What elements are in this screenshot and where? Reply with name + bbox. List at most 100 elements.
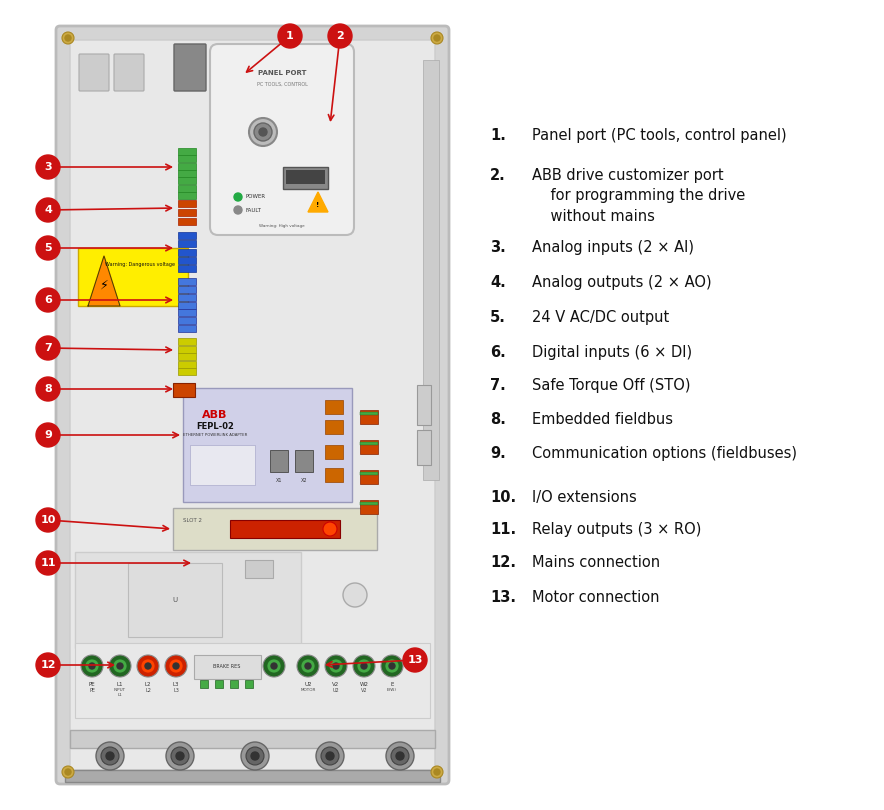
Text: FAULT: FAULT xyxy=(246,207,262,212)
FancyBboxPatch shape xyxy=(194,655,261,679)
Polygon shape xyxy=(88,256,120,306)
FancyBboxPatch shape xyxy=(174,44,206,91)
Text: 24 V AC/DC output: 24 V AC/DC output xyxy=(532,310,669,325)
Text: Analog inputs (2 × AI): Analog inputs (2 × AI) xyxy=(532,240,694,255)
Text: 8: 8 xyxy=(44,384,52,394)
Bar xyxy=(75,643,430,718)
Text: FEPL-02: FEPL-02 xyxy=(196,422,234,431)
Circle shape xyxy=(326,752,334,760)
Bar xyxy=(178,185,196,192)
FancyBboxPatch shape xyxy=(79,54,109,91)
Circle shape xyxy=(431,32,443,44)
Circle shape xyxy=(403,648,427,672)
Bar xyxy=(360,502,378,505)
Bar xyxy=(178,148,196,155)
Text: 11: 11 xyxy=(41,558,56,568)
Circle shape xyxy=(36,423,60,447)
Text: W2: W2 xyxy=(360,682,369,687)
Bar xyxy=(178,301,196,309)
Text: 1: 1 xyxy=(286,31,293,41)
Circle shape xyxy=(263,655,285,677)
Polygon shape xyxy=(308,192,328,212)
Circle shape xyxy=(145,663,151,669)
FancyBboxPatch shape xyxy=(183,388,352,502)
Circle shape xyxy=(357,659,371,673)
Circle shape xyxy=(173,663,179,669)
Circle shape xyxy=(329,659,343,673)
Circle shape xyxy=(96,742,124,770)
Circle shape xyxy=(89,663,95,669)
Bar xyxy=(65,770,440,782)
Circle shape xyxy=(36,653,60,677)
Text: L1: L1 xyxy=(117,682,123,687)
Text: 1.: 1. xyxy=(490,128,506,143)
Circle shape xyxy=(391,747,409,765)
Text: L2: L2 xyxy=(145,682,151,687)
Bar xyxy=(215,680,223,688)
Circle shape xyxy=(137,655,159,677)
Bar xyxy=(360,470,378,484)
Circle shape xyxy=(81,655,103,677)
Text: SLOT 2: SLOT 2 xyxy=(183,518,202,523)
Text: PE: PE xyxy=(89,688,95,693)
Bar xyxy=(360,472,378,475)
Bar xyxy=(283,167,328,189)
Circle shape xyxy=(62,766,74,778)
Circle shape xyxy=(36,236,60,260)
Circle shape xyxy=(36,377,60,401)
Text: 4.: 4. xyxy=(490,275,506,290)
Circle shape xyxy=(241,742,269,770)
Bar xyxy=(200,680,208,688)
Text: Relay outputs (3 × RO): Relay outputs (3 × RO) xyxy=(532,522,701,537)
Circle shape xyxy=(36,155,60,179)
Bar xyxy=(417,430,431,465)
Circle shape xyxy=(353,655,375,677)
Circle shape xyxy=(249,118,277,146)
Text: Communication options (fieldbuses): Communication options (fieldbuses) xyxy=(532,446,797,461)
Bar xyxy=(270,450,288,472)
Circle shape xyxy=(254,123,272,141)
FancyBboxPatch shape xyxy=(56,26,449,784)
Text: V2: V2 xyxy=(361,688,367,693)
Circle shape xyxy=(234,193,242,201)
Text: Analog outputs (2 × AO): Analog outputs (2 × AO) xyxy=(532,275,712,290)
Text: 12: 12 xyxy=(41,660,56,670)
Text: E(W): E(W) xyxy=(387,688,397,692)
Circle shape xyxy=(386,742,414,770)
Circle shape xyxy=(106,752,114,760)
Circle shape xyxy=(396,752,404,760)
Circle shape xyxy=(117,663,123,669)
Bar xyxy=(178,294,196,301)
Text: 11.: 11. xyxy=(490,522,516,537)
Bar xyxy=(178,265,196,272)
Text: 8.: 8. xyxy=(490,412,506,427)
Circle shape xyxy=(141,659,155,673)
Bar xyxy=(178,200,196,207)
Circle shape xyxy=(85,659,99,673)
Text: L3: L3 xyxy=(173,688,179,693)
Bar xyxy=(178,318,196,324)
Circle shape xyxy=(101,747,119,765)
Bar xyxy=(360,440,378,454)
Circle shape xyxy=(65,35,71,41)
Text: 4: 4 xyxy=(44,205,52,215)
Bar xyxy=(230,520,340,538)
Text: PANEL PORT: PANEL PORT xyxy=(258,70,306,76)
Circle shape xyxy=(36,508,60,532)
FancyBboxPatch shape xyxy=(128,563,222,637)
Circle shape xyxy=(36,551,60,575)
Bar xyxy=(178,156,196,162)
Bar xyxy=(360,500,378,514)
Bar xyxy=(360,412,378,415)
Bar xyxy=(178,218,196,225)
FancyBboxPatch shape xyxy=(210,44,354,235)
Circle shape xyxy=(36,336,60,360)
Circle shape xyxy=(278,24,302,48)
Bar xyxy=(178,170,196,177)
Text: PC TOOLS, CONTROL: PC TOOLS, CONTROL xyxy=(256,82,308,87)
Bar xyxy=(178,163,196,169)
Text: Safe Torque Off (STO): Safe Torque Off (STO) xyxy=(532,378,690,393)
Text: ⚡: ⚡ xyxy=(100,279,109,292)
Text: 6.: 6. xyxy=(490,345,506,360)
Text: Mains connection: Mains connection xyxy=(532,555,660,570)
